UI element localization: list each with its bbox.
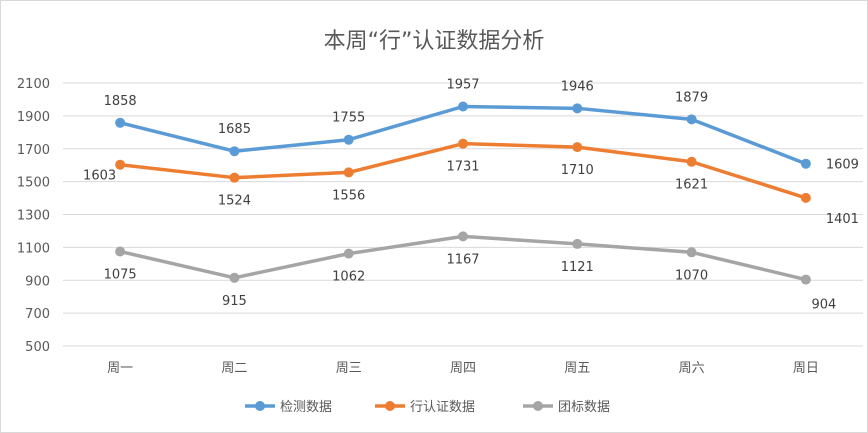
data-label: 1621 bbox=[675, 178, 708, 193]
data-label: 1524 bbox=[218, 194, 251, 209]
data-label: 1710 bbox=[561, 163, 594, 178]
data-label: 1167 bbox=[446, 252, 479, 267]
data-point bbox=[229, 146, 240, 157]
data-point bbox=[343, 167, 354, 178]
y-tick-label: 1500 bbox=[17, 176, 50, 191]
y-tick-label: 700 bbox=[25, 307, 50, 322]
y-tick-label: 2100 bbox=[17, 77, 50, 92]
data-point bbox=[800, 158, 811, 169]
legend-marker bbox=[255, 401, 265, 411]
data-label: 1603 bbox=[83, 169, 116, 184]
data-label: 1879 bbox=[675, 90, 708, 105]
data-label: 1957 bbox=[446, 78, 479, 93]
data-point bbox=[115, 246, 126, 257]
y-tick-label: 900 bbox=[25, 274, 50, 289]
chart-title: 本周“行”认证数据分析 bbox=[324, 29, 545, 54]
data-point bbox=[572, 238, 583, 249]
data-label: 1070 bbox=[675, 268, 708, 283]
data-point bbox=[458, 101, 468, 112]
data-point bbox=[686, 114, 697, 125]
legend: 检测数据 行认证数据 团标数据 bbox=[245, 400, 610, 415]
data-label: 1755 bbox=[332, 111, 365, 126]
x-tick-label: 周日 bbox=[793, 361, 819, 376]
gridlines bbox=[63, 82, 863, 347]
data-label: 1062 bbox=[332, 270, 365, 285]
data-labels: 1858 1685 1755 1957 1946 1879 1609 1603 1524 1556… bbox=[83, 78, 859, 313]
legend-label: 行认证数据 bbox=[410, 400, 475, 415]
data-point bbox=[572, 103, 583, 114]
data-point bbox=[458, 231, 468, 242]
data-point bbox=[572, 142, 583, 153]
legend-marker bbox=[385, 401, 395, 411]
legend-marker bbox=[533, 401, 543, 411]
y-tick-label: 1900 bbox=[17, 110, 50, 125]
data-label: 1731 bbox=[446, 160, 479, 175]
data-label: 904 bbox=[811, 298, 836, 313]
y-tick-label: 1700 bbox=[17, 143, 50, 158]
data-point bbox=[800, 192, 811, 203]
legend-label: 检测数据 bbox=[280, 400, 332, 415]
data-label: 1121 bbox=[561, 260, 594, 275]
data-label: 1556 bbox=[332, 188, 365, 203]
data-point bbox=[458, 138, 468, 149]
data-label: 1075 bbox=[104, 267, 137, 282]
x-tick-label: 周四 bbox=[450, 361, 476, 376]
data-point bbox=[686, 247, 697, 258]
x-tick-label: 周二 bbox=[221, 361, 247, 376]
data-point bbox=[229, 172, 240, 183]
y-tick-label: 1100 bbox=[17, 241, 50, 256]
data-point bbox=[115, 159, 126, 170]
data-point bbox=[343, 248, 354, 259]
y-tick-label: 1300 bbox=[17, 209, 50, 224]
data-point bbox=[800, 274, 811, 285]
data-label: 1946 bbox=[561, 79, 594, 94]
data-label: 915 bbox=[222, 294, 247, 309]
data-label: 1401 bbox=[826, 212, 859, 227]
data-label: 1685 bbox=[218, 122, 251, 137]
series-group bbox=[115, 101, 811, 285]
y-axis: 500 700 900 1100 1300 1500 1700 1900 2100 bbox=[17, 77, 50, 355]
data-label: 1858 bbox=[104, 94, 137, 109]
data-point bbox=[115, 117, 126, 128]
data-point bbox=[343, 134, 354, 145]
x-tick-label: 周五 bbox=[564, 361, 590, 376]
x-axis: 周一 周二 周三 周四 周五 周六 周日 bbox=[107, 361, 819, 376]
y-tick-label: 500 bbox=[25, 340, 50, 355]
x-tick-label: 周三 bbox=[336, 361, 362, 376]
data-point bbox=[686, 156, 697, 167]
data-label: 1609 bbox=[826, 158, 859, 173]
x-tick-label: 周一 bbox=[107, 361, 133, 376]
data-point bbox=[229, 272, 240, 283]
x-tick-label: 周六 bbox=[679, 361, 705, 376]
legend-label: 团标数据 bbox=[558, 400, 610, 415]
